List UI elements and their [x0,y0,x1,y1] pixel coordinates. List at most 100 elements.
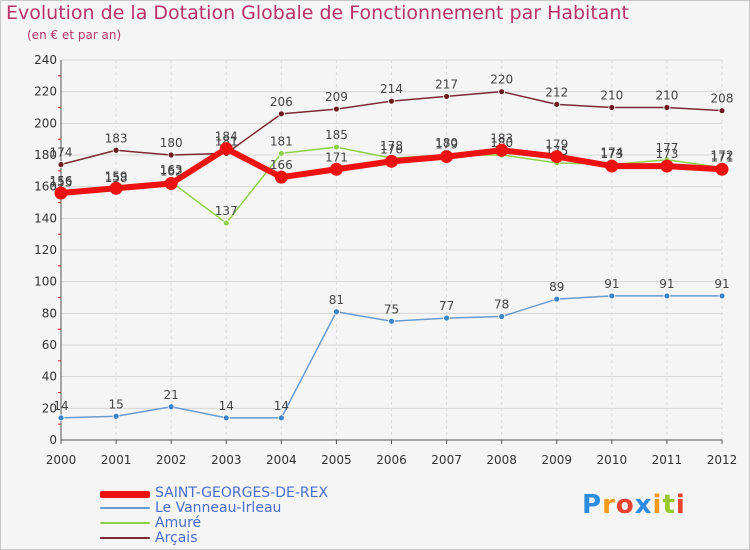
data-point-saint-georges-de-rex [495,143,509,157]
data-label-saint-georges-de-rex: 159 [105,169,128,183]
data-label-amure: 180 [490,136,513,150]
chart-title: Evolution de la Dotation Globale de Fonc… [6,2,629,24]
data-label-arcais: 209 [325,90,348,104]
data-label-arcais: 206 [270,95,293,109]
data-label-arcais: 183 [105,131,128,145]
data-label-le-vanneau-irleau: 81 [329,293,344,307]
data-label-arcais: 212 [545,85,568,99]
data-label-le-vanneau-irleau: 89 [549,280,564,294]
data-label-arcais: 180 [160,136,183,150]
data-point-arcais [333,105,340,113]
data-label-saint-georges-de-rex: 166 [270,158,293,172]
proxiti-logo: Proxiti [582,490,686,520]
data-label-amure: 185 [325,128,348,142]
x-tick-label: 2006 [376,453,407,467]
data-point-le-vanneau-irleau [57,414,65,422]
y-tick-label: 60 [42,338,57,352]
data-label-le-vanneau-irleau: 14 [219,399,234,413]
data-point-arcais [663,104,671,111]
data-label-saint-georges-de-rex: 184 [215,130,238,144]
data-point-saint-georges-de-rex [54,186,68,200]
data-point-amure [277,150,285,157]
logo-letter: i [675,490,686,520]
data-label-le-vanneau-irleau: 91 [714,277,729,291]
data-label-saint-georges-de-rex: 183 [490,131,513,145]
data-label-amure: 174 [600,146,623,160]
data-label-arcais: 208 [711,92,734,106]
data-point-arcais [388,97,395,105]
data-point-arcais [167,151,175,159]
logo-letter: i [652,490,663,520]
data-point-amure [222,219,230,227]
data-label-amure: 163 [160,163,183,177]
data-point-saint-georges-de-rex [219,142,233,156]
legend-label-le-vanneau-irleau: Le Vanneau-Irleau [155,500,282,516]
y-tick-label: 140 [34,211,57,225]
y-tick-label: 100 [34,275,57,289]
data-label-le-vanneau-irleau: 75 [384,302,399,316]
data-label-arcais: 220 [490,73,513,87]
legend-swatch-amure [100,522,150,524]
data-point-amure [333,143,340,151]
data-point-saint-georges-de-rex [550,150,564,164]
data-point-arcais [718,107,726,115]
data-label-amure: 181 [270,134,293,148]
logo-letter: o [615,490,635,520]
data-point-le-vanneau-irleau [333,308,340,316]
data-point-le-vanneau-irleau [553,295,561,303]
data-point-le-vanneau-irleau [388,317,395,325]
logo-letter: P [582,490,603,520]
data-label-le-vanneau-irleau: 14 [274,399,289,413]
y-tick-label: 80 [42,306,57,320]
data-point-saint-georges-de-rex [605,159,619,173]
x-tick-label: 2007 [431,453,462,467]
data-label-amure: 155 [50,176,73,190]
x-tick-label: 2002 [156,453,187,467]
data-point-le-vanneau-irleau [112,412,120,420]
data-point-arcais [498,88,506,96]
data-label-arcais: 210 [655,89,678,103]
data-point-saint-georges-de-rex [109,181,123,195]
y-tick-label: 220 [34,85,57,99]
x-tick-label: 2008 [486,453,517,467]
y-tick-label: 200 [34,116,57,130]
data-label-amure: 172 [711,149,734,163]
y-tick-label: 160 [34,180,57,194]
data-label-arcais: 217 [435,77,458,91]
y-tick-label: 240 [34,53,57,67]
data-label-amure: 180 [435,136,458,150]
x-tick-label: 2004 [266,453,297,467]
data-point-le-vanneau-irleau [443,314,450,322]
x-tick-label: 2003 [211,453,242,467]
data-point-saint-georges-de-rex [164,177,178,190]
data-label-saint-georges-de-rex: 156 [50,174,73,188]
data-point-le-vanneau-irleau [167,403,175,411]
data-point-le-vanneau-irleau [498,313,506,320]
data-label-arcais: 210 [600,89,623,103]
legend-label-saint-georges-de-rex: SAINT-GEORGES-DE-REX [155,485,329,501]
data-point-le-vanneau-irleau [718,292,726,300]
data-point-arcais [608,104,616,111]
data-label-amure: 178 [380,139,403,153]
data-label-saint-georges-de-rex: 171 [325,150,348,164]
data-point-saint-georges-de-rex [385,154,398,168]
data-label-arcais: 214 [380,82,403,96]
data-point-saint-georges-de-rex [274,170,288,184]
logo-letter: r [602,490,616,520]
data-point-arcais [553,100,561,108]
logo-letter: t [662,490,676,520]
data-label-le-vanneau-irleau: 21 [164,388,179,402]
data-label-saint-georges-de-rex: 173 [600,147,623,161]
data-label-le-vanneau-irleau: 91 [659,277,674,291]
data-label-saint-georges-de-rex: 179 [545,138,568,152]
x-tick-label: 2012 [707,453,738,467]
legend-swatch-saint-georges-de-rex [100,491,150,498]
logo-letter: x [634,490,653,520]
x-tick-label: 2005 [321,453,352,467]
y-tick-label: 40 [42,370,57,384]
x-tick-label: 2009 [541,453,572,467]
legend-label-amure: Amuré [155,515,202,531]
data-label-amure: 137 [215,204,238,218]
data-point-saint-georges-de-rex [715,162,729,176]
